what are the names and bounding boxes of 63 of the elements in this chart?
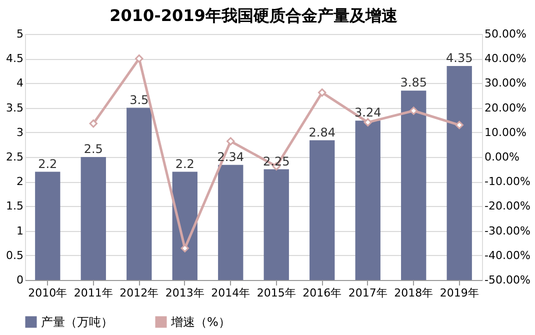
point [318, 88, 326, 97]
data-label: 2.84 [308, 125, 336, 140]
data-label: 2.2 [175, 156, 194, 171]
point [410, 106, 418, 115]
y-tick-label: 0.5 [6, 248, 24, 262]
y-tick-label: 1 [16, 224, 24, 238]
point [135, 54, 144, 63]
x-tick-label: 2011年 [74, 286, 113, 300]
y-tick-label: 5 [16, 28, 24, 40]
bar [401, 90, 426, 280]
bar [80, 157, 106, 280]
bar [218, 164, 244, 280]
y2-tick-label: -50.00% [484, 274, 530, 286]
bar [264, 169, 289, 280]
y-tick-label: 0 [16, 274, 24, 286]
data-label: 3.24 [354, 106, 382, 120]
chart-title: 2010-2019年我国硬质合金产量及增速 [110, 6, 398, 25]
y2-tick-label: 20.00% [484, 101, 526, 114]
bar [35, 172, 60, 280]
data-label: 3.5 [130, 92, 149, 107]
y-tick-label: 4.5 [6, 52, 24, 66]
bar [355, 120, 380, 280]
bar [126, 108, 152, 280]
x-tick-label: 2010年 [28, 286, 68, 300]
x-tick-label: 2014年 [211, 286, 250, 300]
x-tick-label: 2016年 [302, 286, 342, 300]
legend-label: 增速（%） [170, 315, 230, 329]
y-tick-label: 3.5 [6, 101, 24, 114]
y2-tick-label: -40.00% [484, 248, 530, 262]
legend-label: 产量（万吨） [41, 315, 113, 329]
point [226, 137, 235, 146]
y2-tick-label: 0.00% [484, 150, 520, 164]
data-label: 3.85 [400, 76, 427, 90]
bar [310, 140, 335, 280]
point [180, 244, 189, 252]
point [455, 120, 464, 130]
y-tick-label: 1.5 [6, 200, 24, 213]
y2-tick-label: 50.00% [484, 28, 526, 40]
y-tick-label: 2.5 [6, 150, 24, 164]
y2-tick-label: -20.00% [484, 200, 530, 213]
y2-tick-label: 30.00% [484, 76, 526, 90]
x-tick-label: 2017年 [348, 286, 388, 300]
x-tick-label: 2019年 [440, 286, 479, 300]
data-label: 2.5 [84, 142, 103, 156]
data-label: 2.25 [263, 154, 290, 168]
data-label: 2.2 [38, 156, 58, 171]
y-tick-label: 2 [16, 175, 24, 188]
y-tick-label: 4 [16, 76, 24, 90]
y-tick-label: 3 [16, 126, 24, 139]
bar [172, 172, 198, 280]
point [89, 119, 98, 128]
data-label: 4.35 [446, 50, 473, 65]
y2-tick-label: 10.00% [484, 126, 526, 139]
y2-tick-label: -10.00% [484, 175, 530, 188]
bar [446, 66, 472, 280]
y2-tick-label: 40.00% [484, 52, 526, 66]
point [364, 118, 372, 126]
y2-tick-label: -30.00% [484, 224, 530, 238]
x-tick-label: 2015年 [256, 286, 296, 300]
x-tick-label: 2013年 [165, 286, 204, 300]
data-label: 2.34 [217, 150, 244, 164]
x-tick-label: 2018年 [394, 286, 434, 300]
x-tick-label: 2012年 [120, 286, 159, 300]
